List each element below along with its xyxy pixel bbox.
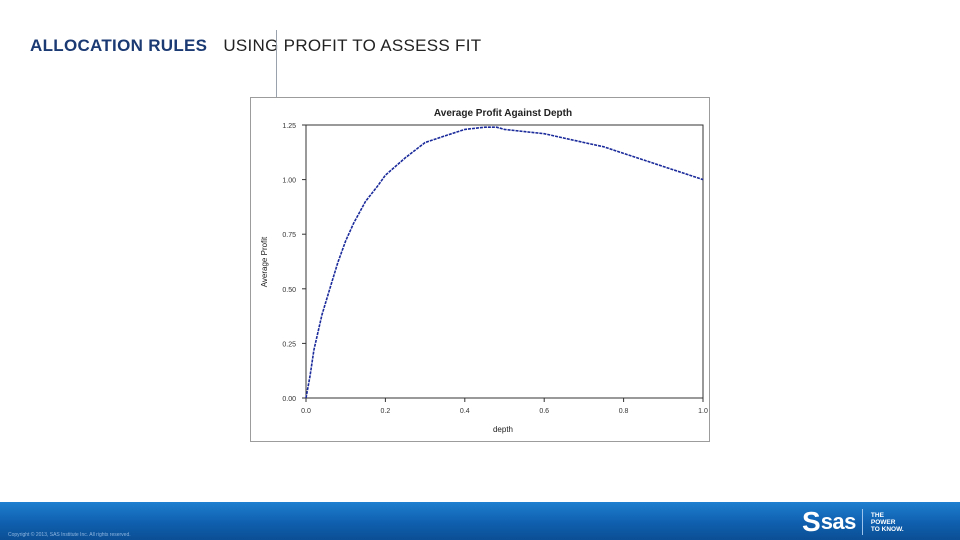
plot-area <box>305 124 704 399</box>
tagline-line-3: TO KNOW. <box>870 525 904 533</box>
slide-header: ALLOCATION RULES USING PROFIT TO ASSESS … <box>30 36 481 56</box>
sas-logo: S sas THE POWER TO KNOW. <box>802 508 904 536</box>
profit-line <box>305 126 704 399</box>
y-tick-label: 0.25 <box>282 341 296 348</box>
x-tick-label: 0.8 <box>619 408 629 415</box>
y-tick-label: 1.00 <box>282 178 296 185</box>
tagline: THE POWER TO KNOW. <box>871 512 904 533</box>
x-tick-label: 0.2 <box>381 408 391 415</box>
logo-divider <box>861 509 863 535</box>
x-tick-label: 1.0 <box>698 408 708 415</box>
sas-logo-text: sas <box>820 509 857 534</box>
x-tick-label: 0.6 <box>539 408 549 415</box>
chart-title: Average Profit Against Depth <box>434 108 572 119</box>
slide-title: ALLOCATION RULES <box>30 36 208 55</box>
slide-subtitle: USING PROFIT TO ASSESS FIT <box>223 36 482 55</box>
y-tick-label: 0.00 <box>282 396 296 403</box>
tagline-line-1: THE <box>870 511 884 519</box>
copyright-text: Copyright © 2013, SAS Institute Inc. All… <box>8 532 131 538</box>
y-tick-label: 0.50 <box>282 287 296 294</box>
x-axis-label: depth <box>493 425 513 434</box>
sas-s-icon: S <box>802 506 821 537</box>
chart-frame: Average Profit Against Depth depth Avera… <box>250 97 710 442</box>
tagline-line-2: POWER <box>870 518 896 526</box>
x-tick-label: 0.4 <box>460 408 470 415</box>
x-tick-label: 0.0 <box>301 408 311 415</box>
y-tick-label: 0.75 <box>282 232 296 239</box>
average-profit-chart: Average Profit Against Depth depth Avera… <box>260 108 708 434</box>
header-divider <box>276 30 277 100</box>
y-axis-label: Average Profit <box>260 236 269 287</box>
y-tick-label: 1.25 <box>282 123 296 130</box>
footer-bar: Copyright © 2013, SAS Institute Inc. All… <box>0 502 960 540</box>
